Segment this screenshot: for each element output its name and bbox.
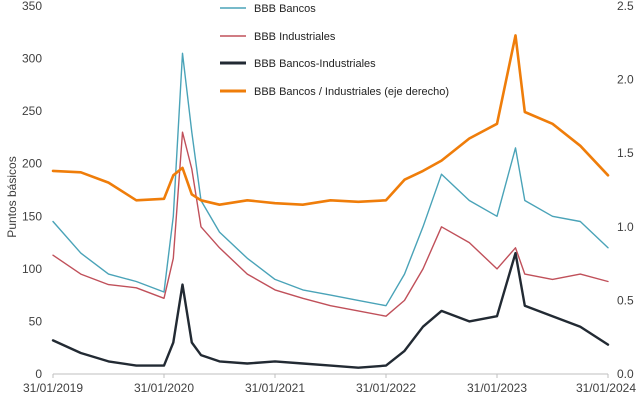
- y-tick-label: 300: [22, 52, 42, 66]
- x-tick-label: 31/01/2023: [467, 381, 527, 395]
- legend-label: BBB Industriales: [254, 31, 336, 43]
- legend: BBB Bancos BBB Industriales BBB Bancos-Ind…: [220, 3, 449, 98]
- y2-tick-label: 0.0: [617, 367, 634, 381]
- x-tick-label: 31/01/2024: [576, 381, 636, 395]
- series-line-3: [51, 34, 610, 206]
- ticks-layer: 0 50 100 150 200 250 300 350 0.0 0.5 1.0 1.5 2.0 2.5 3…: [22, 0, 636, 395]
- y-tick-label: 100: [22, 262, 42, 276]
- y-tick-label: 200: [22, 157, 42, 171]
- x-tick-label: 31/01/2019: [23, 381, 83, 395]
- y2-tick-label: 1.5: [617, 146, 634, 160]
- y2-tick-label: 2.5: [617, 0, 634, 13]
- legend-label: BBB Bancos / Industriales (eje derecho): [254, 86, 449, 98]
- series-line-2: [51, 251, 610, 369]
- y-tick-label: 0: [35, 367, 42, 381]
- y-tick-label: 150: [22, 209, 42, 223]
- y-axis-label: Puntos básicos: [5, 156, 19, 237]
- y-tick-label: 50: [29, 314, 43, 328]
- legend-label: BBB Bancos: [254, 3, 316, 15]
- series-line-0: [52, 52, 609, 307]
- y2-tick-label: 0.5: [617, 293, 634, 307]
- x-tick-label: 31/01/2022: [356, 381, 416, 395]
- y-tick-label: 250: [22, 104, 42, 118]
- x-tick-label: 31/01/2021: [245, 381, 305, 395]
- series-line-1: [52, 131, 609, 317]
- y2-tick-label: 1.0: [617, 220, 634, 234]
- x-tick-label: 31/01/2020: [134, 381, 194, 395]
- legend-label: BBB Bancos-Industriales: [254, 58, 376, 70]
- y-tick-label: 350: [22, 0, 42, 13]
- lines-layer: [51, 34, 610, 369]
- y2-tick-label: 2.0: [617, 73, 634, 87]
